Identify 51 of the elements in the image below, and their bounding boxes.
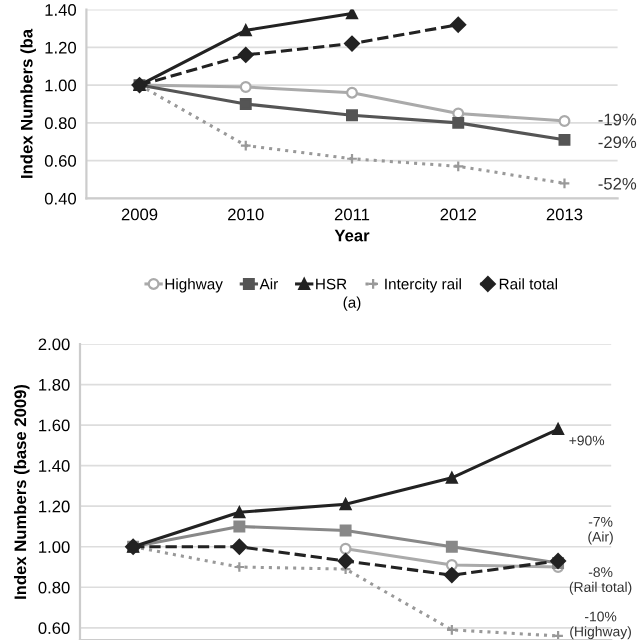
y-tick-label: 0.60 [38,622,70,635]
y-tick-label: 0.40 [44,192,77,205]
y-tick-label: 2.00 [38,338,70,351]
point [239,139,252,152]
point [233,506,246,519]
y-tick-label: 1.80 [39,378,70,391]
point [558,115,571,127]
y-tick-label: 1.20 [45,41,77,54]
point [558,177,571,190]
point [550,552,567,569]
y-tick-label: 1.40 [39,460,70,472]
y-tick-label: 1.00 [39,541,70,553]
point [346,86,358,99]
y-axis-title: Index Numbers (ba [20,28,36,178]
x-tick-label: 2009 [121,208,158,221]
x-tick-label: 2010 [228,208,264,221]
point [445,471,458,484]
x-tick-label: 2012 [440,208,476,221]
point [239,98,252,110]
point [445,540,458,553]
point [443,567,460,584]
point [344,35,360,52]
point [339,524,352,537]
point [339,498,352,511]
point [337,552,354,569]
y-tick-label: 0.80 [44,117,77,130]
y-axis-title: Index Numbers (base 2009) [13,384,30,599]
point [231,538,248,555]
point [346,109,358,122]
y-tick-label: 1.00 [45,79,77,92]
point [239,81,252,93]
annotation: -52% [598,177,637,190]
point [339,542,352,555]
point [239,24,252,37]
y-tick-label: 0.80 [38,581,70,594]
point [558,133,571,146]
point [237,46,254,63]
annotation: -19% [598,113,637,126]
x-tick-label: 2013 [546,208,583,221]
y-tick-label: 1.40 [45,4,77,16]
y-tick-label: 0.60 [44,155,77,167]
point [452,116,465,129]
point [346,9,358,20]
annotation: -29% [598,136,637,149]
y-tick-label: 1.60 [39,419,70,432]
x-axis-title: Year [334,229,370,242]
point [233,561,246,573]
x-tick-label: 2011 [334,208,370,221]
y-tick-label: 1.20 [39,500,70,513]
point [450,16,467,33]
point [233,520,246,533]
